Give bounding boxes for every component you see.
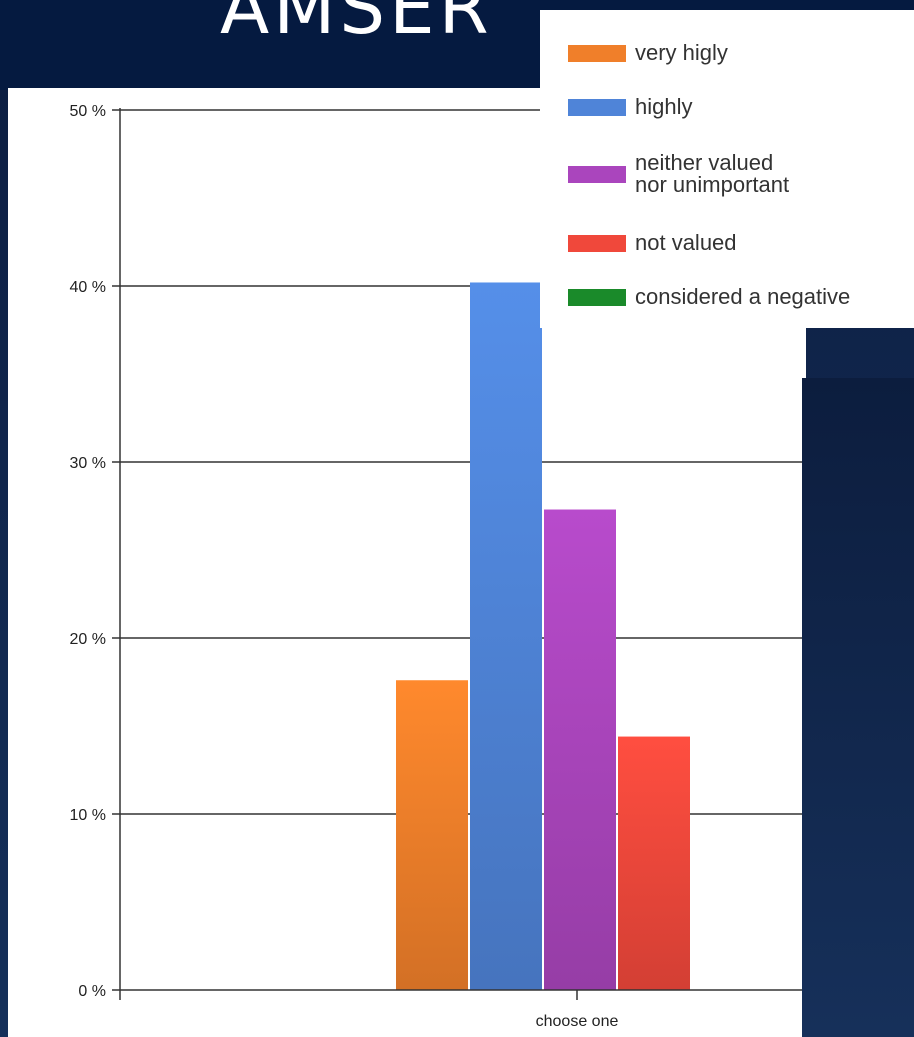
legend-swatch bbox=[568, 288, 626, 306]
y-tick-label: 40 % bbox=[70, 279, 106, 296]
chart-axes bbox=[112, 108, 806, 1000]
legend-swatch bbox=[568, 98, 626, 116]
legend-item: considered a negative bbox=[568, 286, 850, 308]
slide-title: AMSER bbox=[220, 0, 493, 50]
slide-decoration-box bbox=[802, 378, 914, 1037]
legend-label: very higly bbox=[635, 40, 728, 65]
legend-item: not valued bbox=[568, 232, 737, 254]
legend-item: very higly bbox=[568, 42, 728, 64]
y-tick-label: 10 % bbox=[70, 807, 106, 824]
y-tick-label: 0 % bbox=[78, 983, 106, 1000]
legend-label: not valued bbox=[635, 230, 737, 255]
legend-swatch bbox=[568, 165, 626, 183]
chart-bars bbox=[396, 282, 690, 991]
legend-item: neither valued nor unimportant bbox=[568, 152, 789, 196]
bar-series-1 bbox=[470, 282, 542, 991]
legend-label: considered a negative bbox=[635, 284, 851, 309]
chart-legend: very higly highly neither valued nor unimp… bbox=[540, 10, 914, 328]
legend-swatch bbox=[568, 234, 626, 252]
bar-series-2 bbox=[544, 509, 616, 990]
legend-swatch bbox=[568, 44, 626, 62]
y-tick-label: 20 % bbox=[70, 631, 106, 648]
legend-label: highly bbox=[635, 94, 693, 119]
y-tick-label: 30 % bbox=[70, 455, 106, 472]
legend-item: highly bbox=[568, 96, 692, 118]
y-tick-label: 50 % bbox=[70, 103, 106, 120]
chart-y-tick-labels: 0 % 10 % 20 % 30 % 40 % 50 % bbox=[70, 103, 106, 1000]
bar-series-0 bbox=[396, 680, 468, 990]
legend-label: neither valued nor unimportant bbox=[635, 150, 790, 197]
x-tick-label-choose-one: choose one bbox=[536, 1013, 619, 1030]
bar-series-3 bbox=[618, 736, 690, 990]
